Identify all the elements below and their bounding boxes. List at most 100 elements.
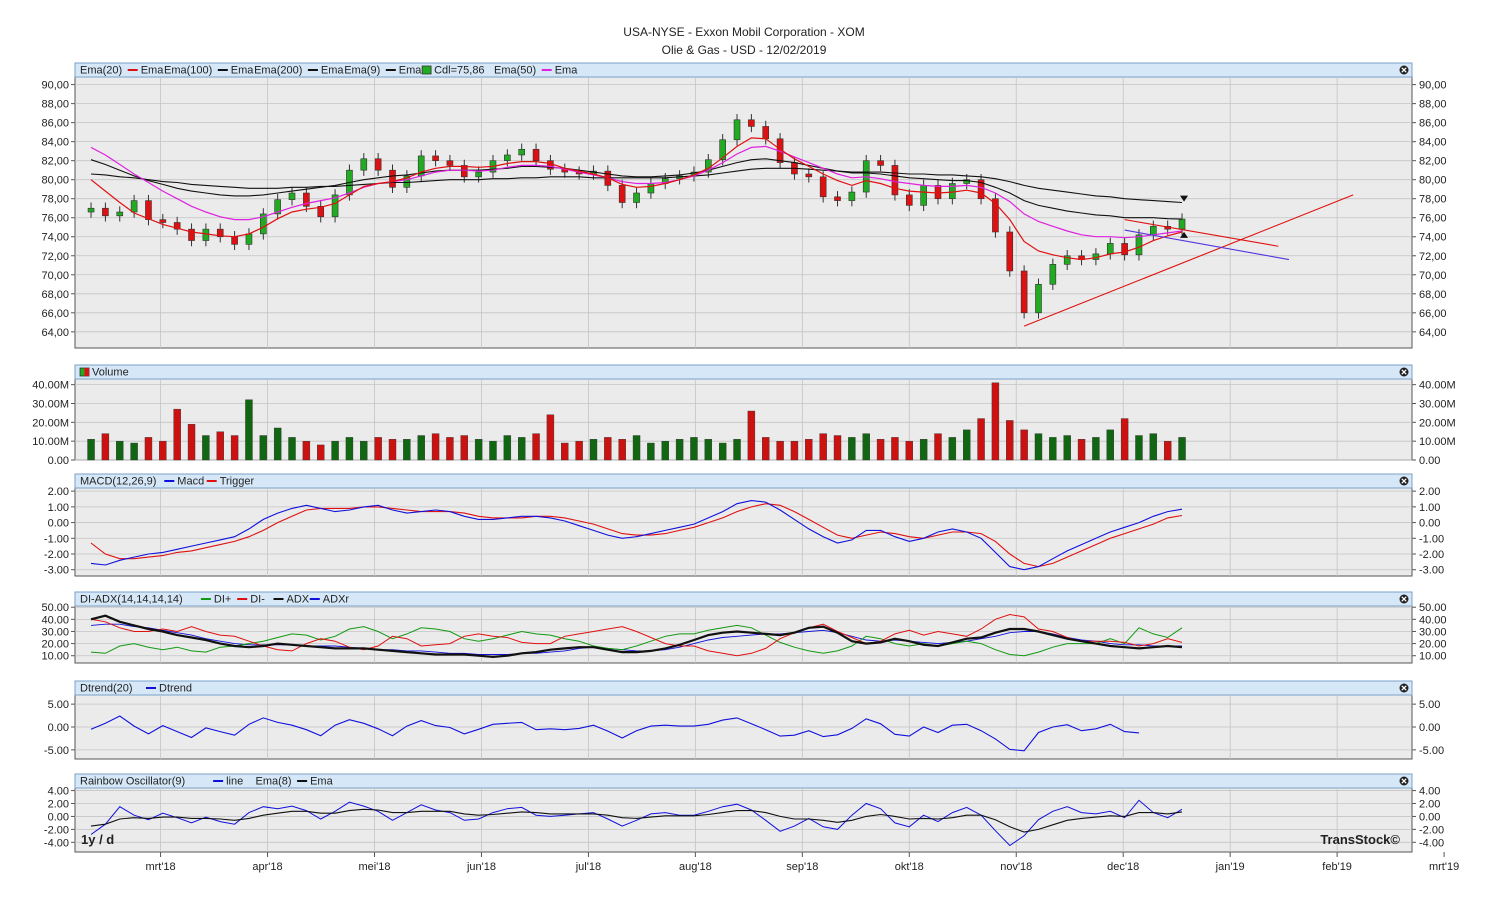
legend-label: Ema: [555, 65, 579, 77]
y-tick-label-right: 72,00: [1419, 251, 1447, 263]
candle: [360, 158, 368, 171]
candle: [130, 200, 138, 213]
x-tick-label: jun'18: [466, 861, 496, 873]
candle: [202, 228, 210, 241]
volume-bar: [776, 440, 784, 461]
close-icon-cross[interactable]: [1401, 778, 1407, 784]
volume-bar: [1149, 433, 1158, 461]
y-tick-label-right: 20.00M: [1419, 417, 1456, 429]
close-panel-button[interactable]: [1399, 683, 1409, 693]
candle: [475, 171, 482, 178]
close-icon-cross[interactable]: [1401, 685, 1407, 691]
candle: [231, 236, 238, 245]
panel-price: Ema(20) Ema Ema(100) Ema Ema(200) Ema Ema(9) Em…: [41, 62, 1447, 349]
close-panel-button[interactable]: [1399, 476, 1409, 486]
channel-trendline: [1124, 229, 1290, 261]
legend-label: DI-: [250, 594, 265, 606]
rainbow-ema-line: [90, 808, 1183, 833]
candle: [116, 211, 124, 217]
chart-subtitle: Olie & Gas - USD - 12/02/2019: [662, 43, 827, 57]
candle: [245, 233, 253, 245]
close-panel-button[interactable]: [1399, 367, 1409, 377]
candle: [303, 192, 310, 207]
y-tick-label-right: -2.00: [1419, 549, 1444, 561]
y-tick-label-left: 0.00: [48, 518, 69, 530]
legend-label: Ema(20): [80, 65, 122, 77]
volume-bar: [690, 437, 698, 461]
legend-label: MACD(12,26,9): [80, 476, 156, 488]
close-icon-cross[interactable]: [1401, 478, 1407, 484]
close-icon-cross[interactable]: [1401, 596, 1407, 602]
candle: [920, 185, 927, 206]
legend-label: Ema: [310, 776, 334, 788]
y-tick-label-left: 5.00: [48, 699, 69, 711]
y-tick-label-left: 80,00: [41, 175, 69, 187]
y-tick-label-left: 84,00: [41, 137, 69, 149]
y-tick-label-right: -3.00: [1419, 565, 1444, 577]
candle: [848, 191, 856, 201]
close-panel-button[interactable]: [1399, 776, 1409, 786]
y-tick-label-left: 0.00: [48, 455, 69, 467]
volume-bar: [919, 439, 928, 461]
legend-label: line: [226, 776, 243, 788]
x-tick-label: apr'18: [252, 861, 282, 873]
close-icon-cross[interactable]: [1401, 369, 1407, 375]
candle: [834, 196, 841, 201]
y-tick-label-left: 90,00: [41, 80, 69, 92]
brand-label: TransStock©: [1320, 832, 1400, 847]
legend-label: Ema(200): [254, 65, 302, 77]
volume-bar: [273, 427, 282, 461]
volume-bar: [618, 439, 626, 461]
close-panel-button[interactable]: [1399, 65, 1409, 75]
y-tick-label-left: -3.00: [44, 565, 69, 577]
x-tick-label: nov'18: [1000, 861, 1032, 873]
candle: [1063, 255, 1071, 265]
candle: [1150, 225, 1157, 236]
y-tick-label-right: 40.00M: [1419, 380, 1456, 392]
marker-down-triangle: [1180, 195, 1189, 202]
volume-bars: [87, 382, 1186, 461]
legend-label: Ema(9): [344, 65, 380, 77]
y-tick-label-right: 64,00: [1419, 327, 1447, 339]
legend-label: Ema(8): [256, 776, 292, 788]
y-tick-label-left: 0.00: [48, 811, 69, 823]
volume-bar: [632, 435, 641, 461]
y-tick-label-left: 10.00: [41, 651, 69, 663]
y-tick-label-right: 76,00: [1419, 213, 1447, 225]
close-panel-button[interactable]: [1399, 594, 1409, 604]
y-tick-label-right: 10.00: [1419, 651, 1447, 663]
plot-area: [74, 76, 1413, 349]
volume-bar: [1135, 435, 1143, 461]
y-tick-label-left: 82,00: [41, 156, 69, 168]
x-tick-label: sep'18: [786, 861, 818, 873]
trendlines: [1023, 194, 1354, 327]
y-tick-label-left: 70,00: [41, 270, 69, 282]
volume-bar: [417, 435, 425, 461]
adx-line: [90, 614, 1183, 659]
candle: [748, 119, 755, 127]
legend-label: Rainbow Oscillator(9): [80, 776, 185, 788]
trigger-line: [90, 503, 1183, 568]
volume-bar: [747, 410, 756, 461]
panel-header: [74, 591, 1413, 607]
volume-bar: [1034, 433, 1043, 461]
y-tick-label-left: -1.00: [44, 533, 69, 545]
y-tick-label-right: 0.00: [1419, 455, 1440, 467]
y-tick-label-right: 84,00: [1419, 137, 1447, 149]
rainbow-line: [90, 799, 1183, 847]
candle: [1121, 243, 1128, 256]
candle: [1135, 234, 1143, 256]
y-tick-label-left: -2.00: [44, 824, 69, 836]
y-tick-label-left: 20.00: [41, 639, 69, 651]
y-tick-label-right: 2.00: [1419, 486, 1440, 498]
plot-area: [74, 487, 1413, 577]
y-tick-label-left: 68,00: [41, 289, 69, 301]
candle: [145, 200, 152, 220]
candle: [819, 176, 827, 198]
volume-bar: [704, 439, 713, 461]
candle: [331, 194, 339, 218]
y-tick-label-left: -4.00: [44, 837, 69, 849]
legend-label: Macd: [177, 476, 204, 488]
close-icon-cross[interactable]: [1401, 67, 1407, 73]
y-tick-label-right: 90,00: [1419, 80, 1447, 92]
